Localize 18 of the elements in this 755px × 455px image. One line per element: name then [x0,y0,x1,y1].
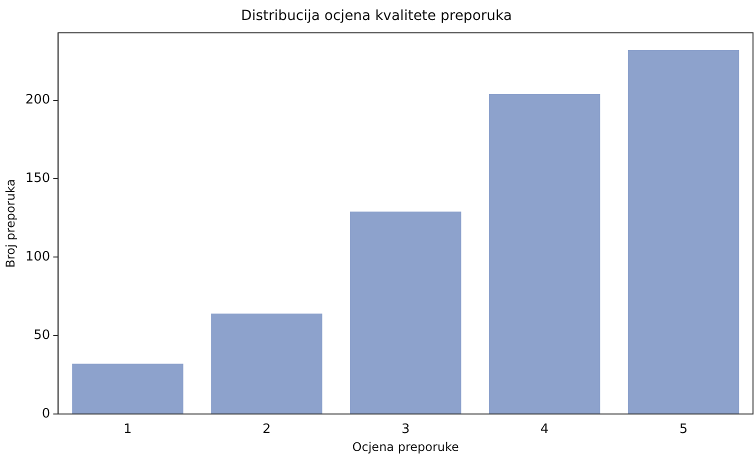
bar [350,212,462,414]
y-tick-label: 200 [25,92,50,108]
x-tick-label: 4 [540,422,549,438]
y-axis-title: Broj preporuka [3,179,18,268]
bar [628,50,740,414]
x-tick-label: 2 [262,422,271,438]
y-tick-label: 50 [34,328,50,343]
x-tick-label: 3 [401,422,410,438]
chart-title: Distribucija ocjena kvalitete preporuka [241,8,512,24]
bar [211,314,322,414]
bar [488,94,600,414]
x-tick-label: 1 [124,422,132,438]
y-tick-label: 100 [25,250,50,265]
bar [72,364,184,414]
x-tick-label: 5 [679,422,688,438]
y-tick-label: 150 [25,171,50,186]
y-tick-label: 0 [42,406,50,422]
x-axis-title: Ocjena preporuke [352,440,459,454]
